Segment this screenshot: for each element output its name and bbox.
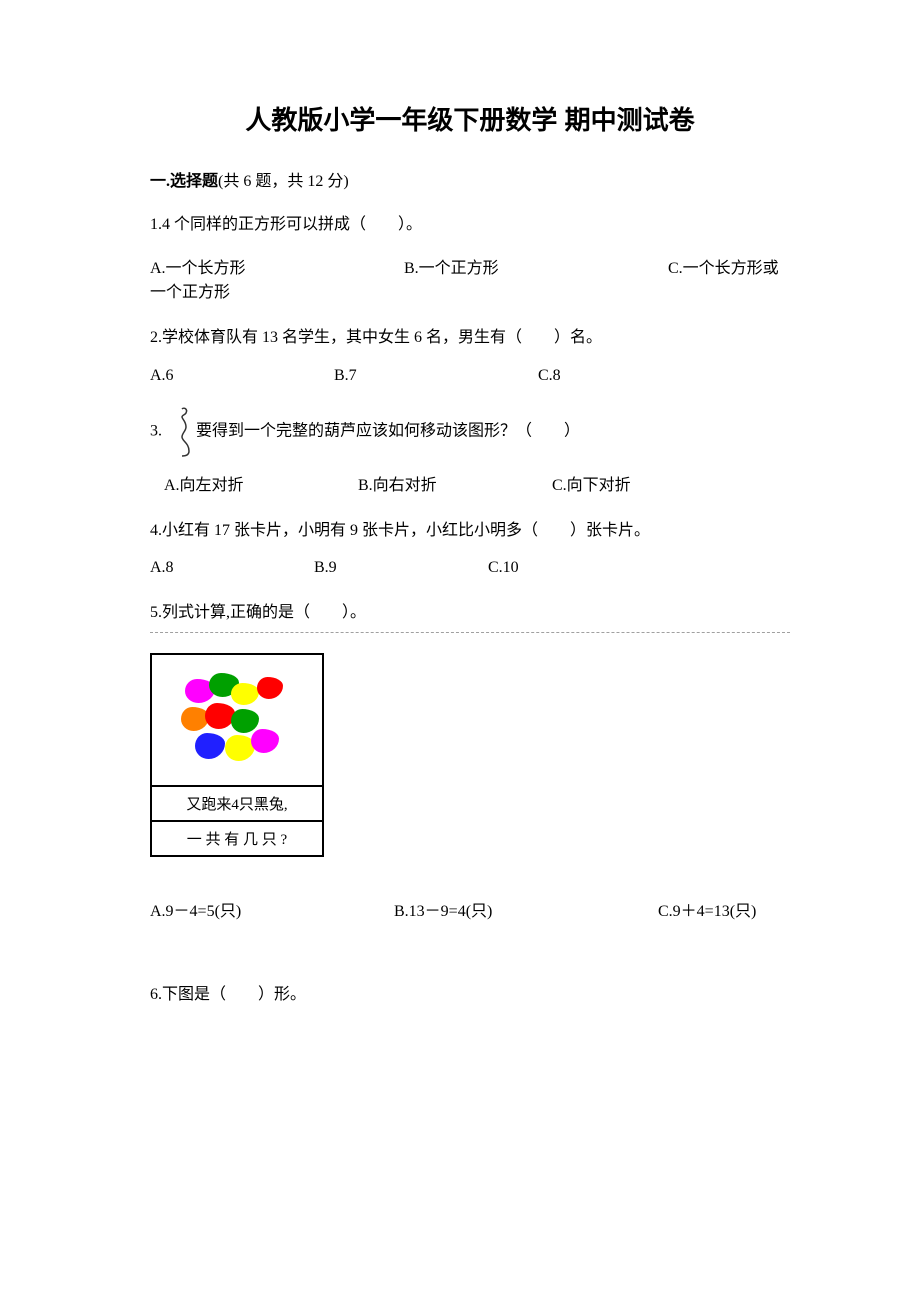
q1-option-c-line1: C.一个长方形或 [668, 254, 779, 278]
q2-option-a: A.6 [150, 367, 330, 385]
q4-option-b: B.9 [314, 559, 484, 577]
q5-stem: 5.列式计算,正确的是（ ）。 [150, 599, 790, 628]
page-title: 人教版小学一年级下册数学 期中测试卷 [150, 100, 790, 137]
q3-prefix: 3. [150, 422, 162, 439]
q3-options: A.向左对折 B.向右对折 C.向下对折 [150, 471, 790, 495]
q4-stem: 4.小红有 17 张卡片，小明有 9 张卡片，小红比小明多（ ）张卡片。 [150, 517, 790, 546]
q5-figure-image [152, 655, 322, 785]
q1-option-b: B.一个正方形 [404, 254, 664, 278]
q3-option-a: A.向左对折 [164, 471, 354, 495]
q5-figure-caption-1: 又跑来4只黑兔, [152, 785, 322, 820]
section-meta: (共 6 题，共 12 分) [218, 173, 349, 190]
q3-option-b: B.向右对折 [358, 471, 548, 495]
q5-option-a: A.9－4=5(只) [150, 897, 390, 921]
q5-option-c: C.9＋4=13(只) [658, 897, 756, 921]
q6-stem: 6.下图是（ ）形。 [150, 981, 790, 1010]
q5-options: A.9－4=5(只) B.13－9=4(只) C.9＋4=13(只) [150, 897, 790, 921]
q2-options: A.6 B.7 C.8 [150, 367, 790, 385]
q4-option-a: A.8 [150, 559, 310, 577]
q1-option-c-line2: 一个正方形 [150, 278, 790, 302]
q4-option-c: C.10 [488, 559, 519, 577]
q1-option-a: A.一个长方形 [150, 254, 400, 278]
q1-options: A.一个长方形 B.一个正方形 C.一个长方形或 一个正方形 [150, 254, 790, 302]
q4-options: A.8 B.9 C.10 [150, 559, 790, 577]
q2-stem: 2.学校体育队有 13 名学生，其中女生 6 名，男生有（ ）名。 [150, 324, 790, 353]
section-label: 一.选择题 [150, 173, 218, 190]
q2-option-b: B.7 [334, 367, 534, 385]
q3-stem: 要得到一个完整的葫芦应该如何移动该图形？（ ） [196, 422, 580, 439]
q1-stem: 1.4 个同样的正方形可以拼成（ ）。 [150, 211, 790, 240]
q2-option-c: C.8 [538, 367, 561, 385]
rabbits-illustration [177, 673, 297, 768]
q3-stem-row: 3. 要得到一个完整的葫芦应该如何移动该图形？（ ） [150, 407, 790, 457]
section-heading: 一.选择题(共 6 题，共 12 分) [150, 167, 790, 191]
q3-option-c: C.向下对折 [552, 471, 631, 495]
q5-figure-caption-2: 一 共 有 几 只 ? [152, 820, 322, 855]
half-gourd-icon [162, 407, 190, 457]
exam-page: 人教版小学一年级下册数学 期中测试卷 一.选择题(共 6 题，共 12 分) 1… [0, 0, 920, 1302]
dashed-separator [150, 632, 790, 633]
q5-option-b: B.13－9=4(只) [394, 897, 654, 921]
q5-figure-box: 又跑来4只黑兔, 一 共 有 几 只 ? [150, 653, 324, 857]
